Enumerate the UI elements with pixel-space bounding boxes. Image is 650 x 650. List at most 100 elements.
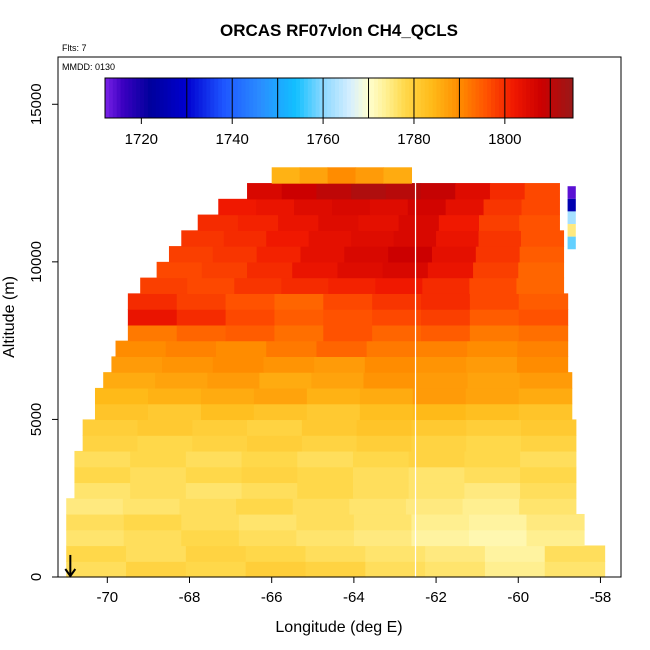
colorbar-swatch [534,78,539,118]
heatmap-cell [127,324,178,342]
heatmap-cell [185,482,243,499]
x-tick-label: -66 [261,589,283,606]
heatmap-cell [237,214,279,231]
heatmap-cell [421,309,471,326]
heatmap-cell [314,356,366,373]
heatmap-cell [94,387,149,405]
heatmap-cells [66,167,606,578]
heatmap-cell [156,261,203,279]
heatmap-cell [111,356,163,373]
colorbar-swatch [467,78,473,118]
colorbar-swatch [128,78,133,118]
heatmap-cell [122,498,181,515]
heatmap-cell [278,214,319,231]
heatmap-cell [484,545,546,562]
colorbar-swatch [147,78,153,118]
colorbar-swatch [557,78,562,118]
y-tick-label: 0 [28,573,45,581]
colorbar: 1720 1740 1760 1780 1800 [104,77,574,148]
heatmap-cell [431,246,477,263]
heatmap-cell [187,277,235,294]
heatmap-cell [245,561,307,578]
heatmap-cell [130,466,187,484]
heatmap-cell [266,230,310,247]
heatmap-cell [478,214,520,231]
heatmap-cell [517,340,569,357]
colorbar-swatch [397,78,402,118]
heatmap-cell [518,387,573,405]
heatmap-cell [176,324,227,342]
colorbar-swatch [413,78,418,118]
colorbar-swatch [506,78,512,118]
heatmap-cell [294,198,333,216]
heatmap-cell [427,261,474,279]
heatmap-cell [225,309,276,326]
colorbar-swatch [463,78,469,118]
colorbar-swatch [268,78,274,118]
heatmap-cell [200,387,255,405]
heatmap-cell [192,419,248,436]
heatmap-cell [66,561,127,578]
heatmap-cell [147,403,202,421]
heatmap-cell [516,277,565,294]
heatmap-cell [306,403,361,421]
heatmap-cell [223,230,267,247]
heatmap-cell [253,387,308,405]
heatmap-cell [468,513,528,531]
heatmap-edge-cell [567,224,576,237]
colorbar-swatch [194,78,200,118]
heatmap-cell [331,198,371,216]
heatmap-cell [467,340,518,357]
heatmap-cell [137,435,193,452]
heatmap-cell [103,372,156,389]
heatmap-cell [281,277,329,294]
heatmap-cell [372,293,422,310]
heatmap-cell [469,277,518,294]
chart-title: ORCAS RF07vlon CH4_QCLS [220,21,458,40]
heatmap-cell [274,293,324,310]
colorbar-swatch [456,78,461,118]
heatmap-cell [66,513,125,531]
heatmap-cell [155,372,208,389]
heatmap-cell [74,466,131,484]
heatmap-cell [526,529,585,547]
colorbar-swatch [214,78,219,118]
heatmap-cell [464,482,521,499]
colorbar-swatch [155,78,161,118]
heatmap-cell [438,214,480,231]
colorbar-swatch [553,78,558,118]
heatmap-edge-cell [567,236,576,250]
y-axis-ticks: 0 5000 10000 15000 [28,83,58,581]
colorbar-swatch [452,78,457,118]
colorbar-swatch [108,78,114,118]
heatmap-cell [292,261,339,279]
y-axis-label: Altitude (m) [1,276,18,358]
heatmap-cell [301,435,358,452]
heatmap-cell [416,340,468,357]
heatmap-cell [130,450,187,468]
colorbar-swatch [257,78,262,118]
heatmap-cell [469,324,520,342]
heatmap-cell [236,498,294,515]
heatmap-cell [337,261,384,279]
heatmap-cell [306,387,361,405]
heatmap-cell [256,198,295,216]
heatmap-cell [66,545,127,562]
colorbar-swatch [261,78,266,118]
heatmap-cell [483,198,523,216]
heatmap-cell [305,561,366,578]
heatmap-cell [412,403,467,421]
heatmap-cell [521,198,560,216]
colorbar-swatch [362,78,367,118]
heatmap-cell [469,309,520,326]
colorbar-swatch [210,78,215,118]
colorbar-swatch [514,78,519,118]
colorbar-swatch [112,78,118,118]
heatmap-cell [165,340,217,357]
heatmap-cell [318,214,360,231]
colorbar-swatch [241,78,246,118]
colorbar-swatch [491,78,496,118]
colorbar-tick-label: 1780 [397,131,430,148]
heatmap-cell [323,293,373,310]
